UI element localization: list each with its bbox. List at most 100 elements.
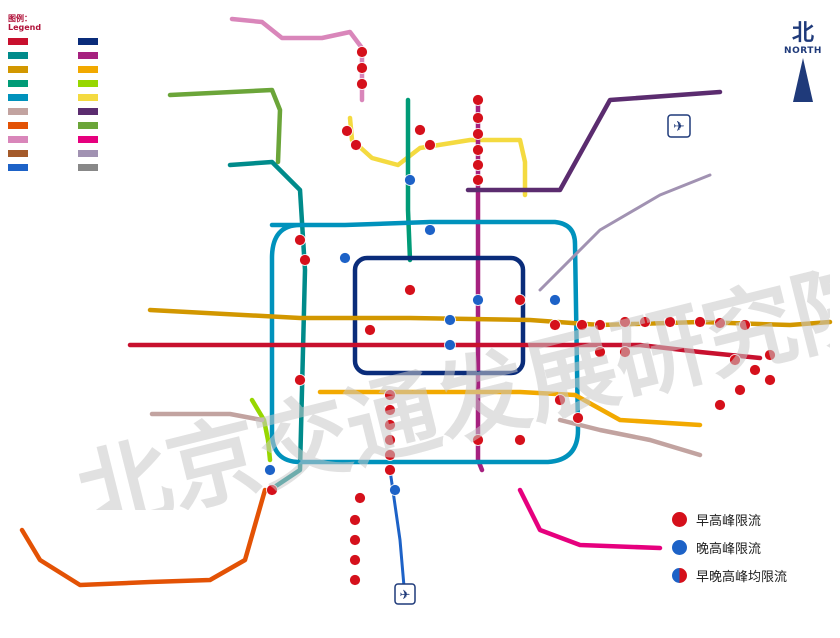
- congestion-station-dot: [299, 254, 311, 266]
- congestion-station-dot: [619, 316, 631, 328]
- congestion-station-dot: [404, 284, 416, 296]
- line-14: [149, 411, 265, 423]
- legend-color-chip: [78, 66, 98, 73]
- congestion-station-dot: [384, 404, 396, 416]
- congestion-station-dot: [349, 534, 361, 546]
- legend-color-chip: [78, 136, 98, 143]
- legend-title-en: Legend: [8, 23, 42, 32]
- congestion-station-dot: [472, 94, 484, 106]
- congestion-station-dot: [514, 434, 526, 446]
- legend-color-chip: [8, 94, 28, 101]
- legend-color-chip: [8, 164, 28, 171]
- congestion-station-dot: [424, 224, 436, 236]
- congestion-station-dot: [714, 399, 726, 411]
- congestion-station-dot: [472, 159, 484, 171]
- key-item-both: 早晚高峰均限流: [672, 562, 832, 590]
- congestion-station-dot: [694, 316, 706, 328]
- legend-title: 图例： Legend: [8, 14, 41, 32]
- congestion-station-dot: [354, 492, 366, 504]
- legend-swatch: [8, 164, 28, 172]
- legend-swatch: [78, 52, 98, 60]
- congestion-station-dot: [424, 139, 436, 151]
- legend-color-chip: [78, 122, 98, 129]
- compass: 北 NORTH: [778, 22, 828, 102]
- congestion-station-dot: [554, 394, 566, 406]
- congestion-station-dot: [549, 294, 561, 306]
- line-10: [269, 219, 581, 465]
- line-6: [147, 307, 833, 328]
- congestion-station-dot: [576, 319, 588, 331]
- legend-swatch: [8, 80, 28, 88]
- congestion-station-dot: [404, 174, 416, 186]
- key-item-morning: 早高峰限流: [672, 506, 832, 534]
- line-fangshan: [19, 487, 268, 588]
- line-1: [127, 342, 763, 361]
- line-4: [227, 159, 308, 493]
- congestion-station-dot: [764, 349, 776, 361]
- congestion-station-dot: [764, 374, 776, 386]
- congestion-station-dot: [664, 316, 676, 328]
- airport-icon: ✈: [667, 114, 691, 138]
- key-label: 晚高峰限流: [696, 542, 762, 557]
- legend-swatch: [8, 94, 28, 102]
- line-15: [465, 89, 723, 193]
- congestion-station-dot: [734, 384, 746, 396]
- congestion-station-dot: [472, 128, 484, 140]
- congestion-station-dot: [384, 434, 396, 446]
- legend-swatch: [78, 94, 98, 102]
- congestion-station-dot: [356, 78, 368, 90]
- congestion-station-dot: [294, 374, 306, 386]
- congestion-station-dot: [294, 234, 306, 246]
- congestion-station-dot: [341, 125, 353, 137]
- congestion-station-dot: [356, 46, 368, 58]
- congestion-station-dot: [729, 354, 741, 366]
- line-16: [167, 87, 283, 165]
- both-dot-icon: [672, 568, 687, 583]
- congestion-station-dot: [444, 314, 456, 326]
- legend-color-chip: [78, 52, 98, 59]
- line-8: [405, 97, 413, 263]
- station-dots: [264, 46, 776, 586]
- line-14-east: [557, 417, 703, 458]
- line-2: [352, 255, 526, 376]
- congestion-station-dot: [264, 464, 276, 476]
- legend-color-chip: [78, 38, 98, 45]
- legend-color-chip: [8, 150, 28, 157]
- legend-color-chip: [78, 150, 98, 157]
- legend-swatch: [78, 38, 98, 46]
- congestion-station-dot: [389, 484, 401, 496]
- legend-color-chip: [8, 122, 28, 129]
- legend-color-chip: [8, 52, 28, 59]
- legend-color-chip: [8, 38, 28, 45]
- congestion-station-dot: [384, 464, 396, 476]
- congestion-station-dot: [356, 62, 368, 74]
- congestion-station-dot: [349, 554, 361, 566]
- congestion-station-dot: [384, 389, 396, 401]
- legend-title-cn: 图例：: [8, 14, 32, 23]
- congestion-station-dot: [514, 294, 526, 306]
- morning-dot-icon: [672, 512, 687, 527]
- key-label: 早晚高峰均限流: [696, 570, 788, 585]
- legend-swatch: [78, 164, 98, 172]
- congestion-station-dot: [472, 112, 484, 124]
- line-13: [347, 115, 528, 198]
- congestion-station-dot: [444, 339, 456, 351]
- legend-swatch: [8, 122, 28, 130]
- congestion-station-dot: [472, 294, 484, 306]
- north-arrow-icon: [793, 58, 813, 102]
- airport-icon: ✈: [394, 583, 416, 605]
- line-changping: [229, 16, 365, 103]
- congestion-station-dot: [414, 124, 426, 136]
- line-airport: [538, 173, 712, 292]
- congestion-station-dot: [349, 514, 361, 526]
- line-9: [249, 397, 273, 463]
- evening-dot-icon: [672, 540, 687, 555]
- congestion-station-dot: [472, 434, 484, 446]
- legend-color-chip: [78, 164, 98, 171]
- legend-swatch: [8, 52, 28, 60]
- legend-color-chip: [78, 108, 98, 115]
- legend-swatch: [8, 38, 28, 46]
- congestion-station-dot: [384, 419, 396, 431]
- svg-text:✈: ✈: [673, 119, 685, 135]
